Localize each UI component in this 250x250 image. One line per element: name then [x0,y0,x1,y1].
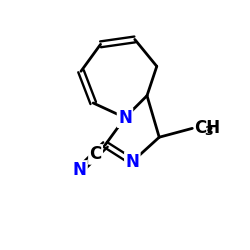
Text: N: N [126,153,139,171]
Text: N: N [72,162,86,180]
Text: CH: CH [194,119,220,137]
Text: N: N [118,109,132,127]
Text: C: C [90,146,102,164]
Text: 3: 3 [204,125,213,138]
